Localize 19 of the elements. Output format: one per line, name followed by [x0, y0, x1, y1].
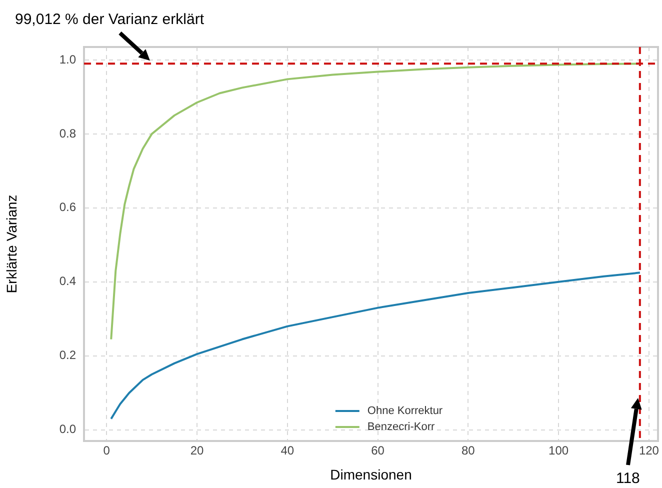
y-tick-label: 0.6: [59, 200, 76, 214]
y-tick-label: 0.2: [59, 348, 76, 362]
ref-line-label: 118: [616, 470, 640, 487]
x-tick-label: 60: [371, 444, 385, 458]
ref-line-label: 99,012 % der Varianz erklärt: [15, 11, 205, 28]
x-tick-label: 100: [548, 444, 569, 458]
x-tick-label: 20: [190, 444, 204, 458]
y-axis-title: Erklärte Varianz: [3, 194, 20, 294]
y-tick-label: 0.8: [59, 126, 76, 140]
x-tick-label: 40: [280, 444, 294, 458]
x-tick-label: 80: [461, 444, 476, 458]
y-tick-label: 1.0: [59, 52, 76, 66]
x-axis-title: Dimensionen: [330, 466, 412, 482]
legend-label: Ohne Korrektur: [367, 405, 443, 418]
x-tick-label: 0: [103, 444, 110, 458]
y-tick-label: 0.4: [59, 274, 76, 288]
y-tick-label: 0.0: [59, 422, 76, 436]
x-tick-label: 120: [638, 444, 660, 458]
legend-label: Benzecri-Korr: [367, 421, 435, 434]
